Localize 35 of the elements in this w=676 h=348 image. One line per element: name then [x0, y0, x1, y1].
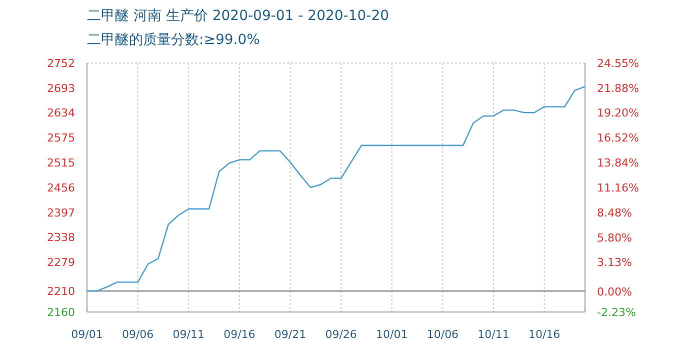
- x-tick-label: 10/16: [528, 328, 560, 341]
- y2-tick-label: 21.88%: [597, 82, 639, 95]
- x-tick-label: 10/06: [426, 328, 459, 341]
- y2-tick-label: 11.16%: [597, 182, 639, 194]
- y2-tick-label: 0.00%: [597, 285, 632, 298]
- x-tick-label: 09/21: [274, 328, 306, 341]
- y-tick-label: 2397: [47, 206, 75, 220]
- y-tick-label: 2693: [47, 82, 75, 95]
- y-tick-label: 2575: [47, 131, 75, 144]
- x-tick-label: 09/16: [224, 328, 256, 341]
- x-tick-label: 09/26: [325, 328, 357, 341]
- x-tick-label: 09/01: [71, 328, 103, 341]
- x-tick-label: 09/06: [122, 328, 154, 341]
- y-tick-label: 2279: [47, 256, 75, 269]
- y2-tick-label: 5.80%: [597, 231, 632, 244]
- x-tick-label: 10/11: [478, 328, 510, 341]
- y2-tick-label: 3.13%: [597, 256, 632, 270]
- y2-tick-label: 24.55%: [597, 57, 639, 70]
- line-series: [87, 86, 585, 292]
- y2-tick-label: 8.48%: [597, 206, 632, 220]
- y-tick-label: 2210: [47, 284, 75, 298]
- y-tick-label: 2752: [47, 57, 75, 70]
- y-tick-label: 2634: [47, 106, 75, 120]
- chart-subtitle: 二甲醚的质量分数:≥99.0%: [87, 31, 260, 49]
- y-tick-label: 2338: [47, 231, 75, 244]
- y2-tick-label: -2.23%: [597, 306, 636, 319]
- y2-tick-label: 13.84%: [597, 156, 639, 170]
- y2-tick-label: 19.20%: [597, 106, 639, 120]
- y-tick-label: 2515: [47, 156, 75, 170]
- y-tick-label: 2160: [47, 306, 75, 319]
- chart-title: 二甲醚 河南 生产价 2020-09-01 - 2020-10-20: [87, 7, 390, 25]
- x-tick-label: 09/11: [172, 328, 204, 341]
- x-tick-label: 10/01: [376, 328, 408, 341]
- y-tick-label: 2456: [47, 182, 75, 194]
- y2-tick-label: 16.52%: [597, 132, 639, 145]
